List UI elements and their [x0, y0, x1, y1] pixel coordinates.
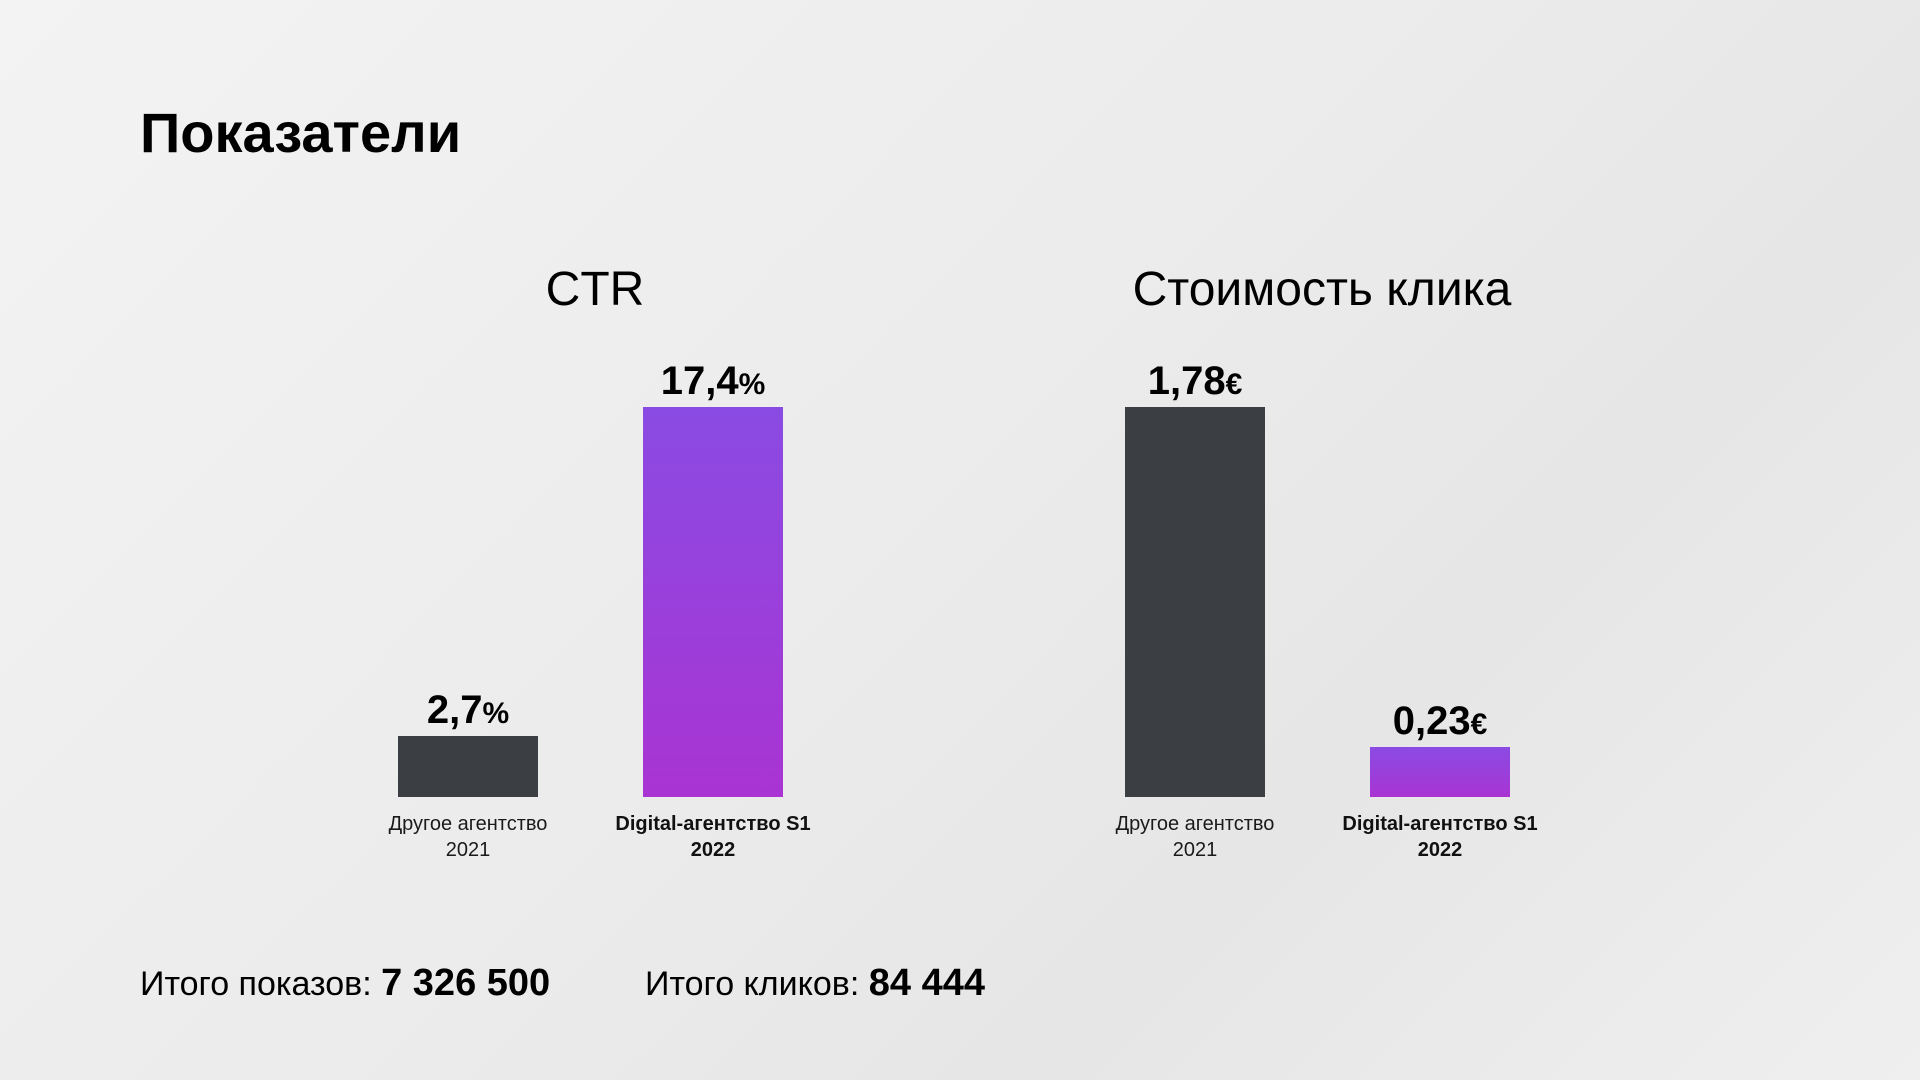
total-impressions: Итого показов: 7 326 500	[140, 960, 550, 1007]
value-unit: %	[738, 368, 766, 401]
category-label-line: Digital-агентство S1	[1342, 813, 1538, 835]
total-impressions-value: 7 326 500	[381, 962, 551, 1004]
bar-1	[1125, 407, 1265, 797]
total-clicks-label: Итого кликов:	[645, 965, 860, 1003]
value-label: 0,23€	[1320, 699, 1560, 752]
category-label: Digital-агентство S1 2022	[1300, 811, 1580, 863]
category-label-line: 2022	[690, 839, 736, 861]
bar-1	[398, 736, 538, 797]
category-label: Другое агентство 2021	[328, 811, 608, 863]
value-unit: €	[1470, 708, 1488, 741]
value-unit: €	[1225, 368, 1243, 401]
value-number: 1,78	[1147, 359, 1226, 403]
value-number: 17,4	[660, 359, 739, 403]
bar-2	[643, 407, 783, 797]
total-clicks: Итого кликов: 84 444	[645, 960, 985, 1007]
value-label: 2,7%	[348, 688, 588, 741]
category-label-line: Digital-агентство S1	[615, 813, 811, 835]
cost-per-click-chart: Стоимость клика 1,78€ Другое агентство 202…	[1042, 260, 1602, 880]
value-label: 1,78€	[1075, 359, 1315, 412]
category-label-line: Другое агентство	[388, 813, 548, 835]
chart-title: CTR	[545, 263, 645, 316]
category-label: Digital-агентство S1 2022	[573, 811, 853, 863]
category-label-line: 2022	[1417, 839, 1463, 861]
category-label: Другое агентство 2021	[1055, 811, 1335, 863]
page-title: Показатели	[140, 101, 462, 164]
value-unit: %	[482, 697, 510, 730]
category-label-line: 2021	[1172, 839, 1218, 861]
category-label-line: Другое агентство	[1115, 813, 1275, 835]
bar-2	[1370, 747, 1510, 797]
category-label-line: 2021	[445, 839, 491, 861]
value-number: 0,23	[1392, 699, 1471, 743]
ctr-chart: CTR 2,7% Другое агентство 2021 17,4% Digital…	[315, 260, 875, 880]
value-label: 17,4%	[593, 359, 833, 412]
total-impressions-label: Итого показов:	[140, 965, 372, 1003]
total-clicks-value: 84 444	[868, 962, 985, 1004]
value-number: 2,7	[426, 688, 483, 732]
chart-title: Стоимость клика	[1132, 263, 1512, 316]
